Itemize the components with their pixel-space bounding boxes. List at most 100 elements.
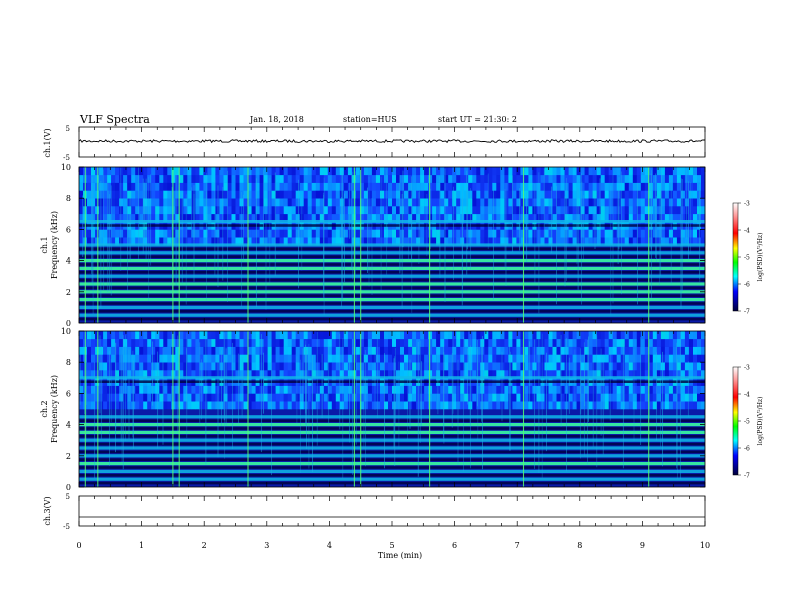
ch2-spectrogram-noise-cell — [576, 346, 581, 355]
ch1-waveform-panel: 5 -5 ch.1(V) — [43, 125, 706, 162]
ch1-spectrogram-noise-cell — [440, 198, 445, 207]
ch2-spectrogram-noise-cell — [307, 362, 312, 371]
ch1-spectrogram-noise-cell — [151, 190, 156, 199]
ch1-spectrogram-noise-cell — [408, 167, 413, 176]
ch1-spectrogram-noise-cell — [440, 237, 445, 246]
ch2-spectrogram-noise-cell — [171, 331, 176, 340]
ch2-spectrogram-noise-cell — [592, 362, 597, 371]
ch1-spectrogram-noise-cell — [119, 213, 124, 222]
ch2-spectrogram-noise-cell — [548, 354, 553, 363]
ch1-spectrogram-noise-cell — [231, 206, 236, 215]
ch2-spectrogram-ylabel: Frequency (kHz) — [50, 375, 59, 443]
ch2-spectrogram-noise-cell — [388, 385, 393, 394]
ch2-spectrogram-noise-cell — [275, 393, 280, 402]
ch2-spectrogram-noise-cell — [668, 370, 674, 379]
ch1-spectrogram-noise-cell — [367, 167, 373, 176]
ch1-spectrogram-noise-cell — [468, 198, 473, 207]
ch2-spectrogram-noise-cell — [616, 393, 621, 402]
ch2-spectrogram-noise-cell — [460, 401, 465, 410]
ch1-spectrogram-noise-cell — [496, 190, 501, 199]
ch1-spectrogram-noise-cell — [608, 174, 613, 183]
ch2-spectrogram-noise-cell — [624, 354, 629, 363]
ch1-spectrogram-noise-cell — [456, 237, 461, 246]
ch2-spectrogram-noise-cell — [179, 354, 184, 363]
ch1-spectrogram-noise-cell — [211, 167, 216, 176]
ch2-spectrogram-noise-cell — [107, 346, 112, 355]
ch1-spectrogram-noise-cell — [560, 229, 565, 238]
ch1-spectrogram-noise-cell — [211, 190, 216, 199]
ch1-spectrogram-noise-cell — [676, 182, 682, 191]
ch2-spectrogram-noise-cell — [464, 393, 469, 402]
ch1-spectrogram-noise-cell — [460, 174, 465, 183]
ch2-spectrogram-noise-cell — [604, 385, 609, 394]
ch2-spectrogram-noise-cell — [596, 346, 601, 355]
ch2-spectrogram-noise-cell — [335, 362, 341, 371]
ch2-spectrogram-noise-cell — [592, 331, 597, 340]
ch2-spectrogram-noise-cell — [440, 362, 445, 371]
ch1-spectrogram-noise-cell — [644, 229, 650, 238]
ch1-spectrogram-noise-cell — [552, 167, 557, 176]
ch1-spectrogram-noise-cell — [231, 237, 236, 246]
ch1-spectrogram-noise-cell — [580, 174, 585, 183]
ch2-spectrogram-noise-cell — [608, 331, 613, 340]
ch2-spectrogram-noise-cell — [697, 393, 702, 402]
ch1-spectrogram-noise-cell — [175, 237, 180, 246]
ch1-spectrogram-noise-cell — [644, 213, 650, 222]
ch2-spectrogram-noise-cell — [259, 362, 264, 371]
ch1-spectrogram-noise-cell — [195, 167, 200, 176]
ch2-spectrogram-noise-cell — [151, 370, 156, 379]
ch2-spectrogram-noise-cell — [584, 401, 589, 410]
ch1-spectrogram-noise-cell — [548, 229, 553, 238]
ch2-spectrogram-noise-cell — [693, 338, 698, 347]
ch1-spectrogram-noise-cell — [604, 237, 609, 246]
ch2-spectrogram-noise-cell — [143, 338, 148, 347]
ch1-spectrogram-noise-cell — [211, 237, 216, 246]
ch1-spectrogram-noise-cell — [159, 182, 164, 191]
ch1-spectrogram-noise-cell — [275, 206, 280, 215]
ch2-spectrogram-noise-cell — [303, 385, 308, 394]
ch1-spectrogram-noise-cell — [572, 229, 577, 238]
ch1-spectrogram-noise-cell — [380, 174, 385, 183]
ch1-spectrogram-noise-cell — [432, 167, 437, 176]
ch1-spectrogram-noise-cell — [347, 190, 353, 199]
ch1-spectrogram-noise-cell — [111, 237, 116, 246]
ch2-spectrogram-noise-cell — [211, 346, 216, 355]
ch2-spectrogram-noise-cell — [279, 362, 284, 371]
ch2-spectrogram-noise-cell — [572, 362, 577, 371]
ch1-spectrogram-noise-cell — [668, 190, 674, 199]
ch2-spectrogram-noise-cell — [428, 370, 433, 379]
ch1-spectrogram-noise-cell — [512, 174, 517, 183]
ch1-spectrogram-noise-cell — [187, 229, 192, 238]
ch2-spectrogram-noise-cell — [588, 401, 593, 410]
ch1-spectrogram-noise-cell — [660, 198, 666, 207]
ch2-spectrogram-noise-cell — [147, 362, 152, 371]
ch2-spectrogram-noise-cell — [163, 338, 168, 347]
ch2-spectrogram-noise-cell — [275, 346, 280, 355]
ch1-spectrogram-noise-cell — [231, 213, 236, 222]
ch1-spectrogram-noise-cell — [676, 198, 682, 207]
ch1-spectrogram-noise-cell — [375, 174, 381, 183]
ch1-spectrogram-noise-cell — [131, 182, 136, 191]
ch2-spectrogram-noise-cell — [684, 338, 690, 347]
ch2-spectrogram-noise-cell — [191, 354, 196, 363]
ch1-spectrogram-noise-cell — [155, 198, 160, 207]
ch2-spectrogram-noise-cell — [127, 346, 132, 355]
ch2-spectrogram-noise-cell — [504, 354, 509, 363]
ch2-spectrogram-noise-cell — [343, 401, 349, 410]
ch1-spectrogram-noise-cell — [311, 237, 316, 246]
ch1-spectrogram-noise-cell — [624, 206, 629, 215]
ch1-spectrogram-noise-cell — [652, 237, 658, 246]
ch2-spectrogram-noise-cell — [363, 331, 369, 340]
ch2-spectrogram-noise-cell — [384, 401, 389, 410]
ch1-spectrogram-noise-cell — [139, 190, 144, 199]
ch2-spectrogram-noise-cell — [400, 385, 405, 394]
ch2-spectrogram-noise-cell — [648, 346, 654, 355]
ch1-spectrogram-noise-cell — [371, 182, 377, 191]
ch1-spectrogram-noise-cell — [131, 213, 136, 222]
ch2-spectrogram-noise-cell — [347, 354, 353, 363]
ch1-spectrogram-noise-cell — [548, 174, 553, 183]
ch1-spectrogram-noise-cell — [644, 206, 650, 215]
ch2-spectrogram-noise-cell — [319, 338, 325, 347]
ch2-spectrogram-noise-cell — [291, 354, 296, 363]
ch1-spectrogram-noise-cell — [392, 174, 397, 183]
